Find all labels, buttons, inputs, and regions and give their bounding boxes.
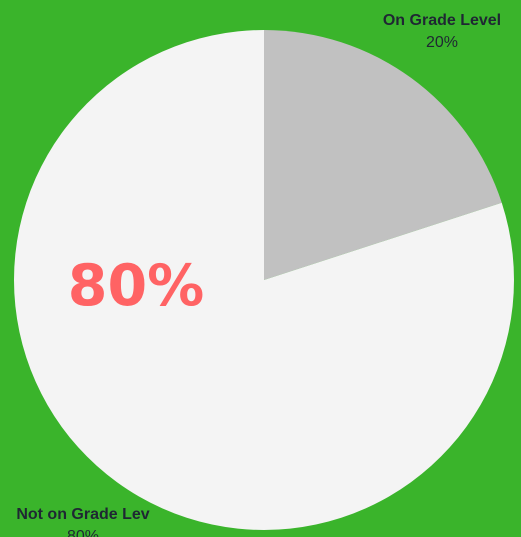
slice-name-not-on-grade-level: Not on Grade Lev	[16, 506, 150, 523]
slice-value-on-grade-level: 20%	[425, 34, 459, 51]
pie-slice-not-on-grade-lev	[13, 30, 514, 530]
slice-value-not-on-grade-level: 80%	[66, 528, 100, 537]
slice-label-not-on-grade-level: Not on Grade Lev 80%	[8, 504, 158, 537]
center-percentage-label: 80%	[67, 253, 205, 319]
pie-slice-on-grade-level	[264, 30, 502, 280]
slice-name-on-grade-level: On Grade Level	[382, 12, 502, 29]
slice-label-on-grade-level: On Grade Level 20%	[372, 10, 512, 54]
